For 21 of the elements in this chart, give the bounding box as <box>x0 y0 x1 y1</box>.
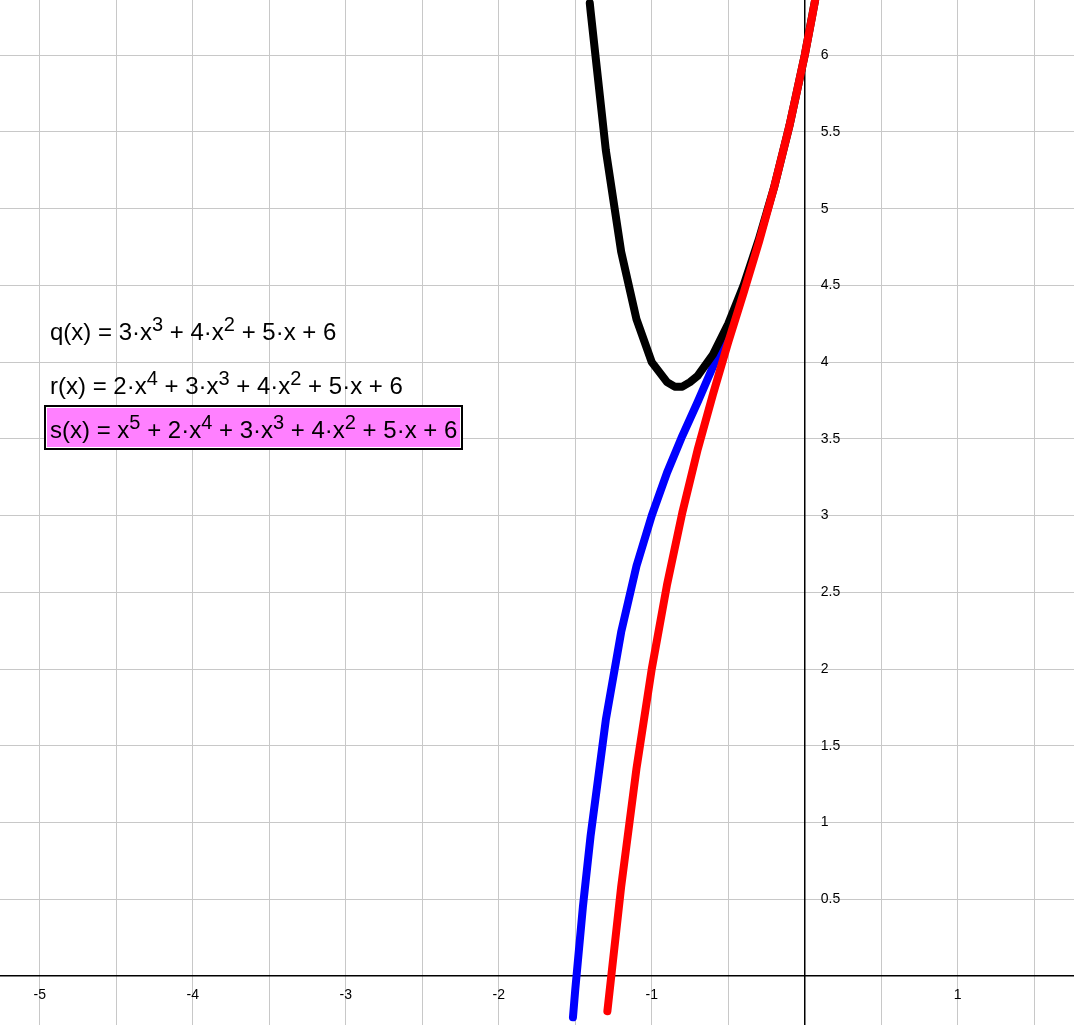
y-tick-label: 1 <box>820 813 829 830</box>
y-tick-label: 0.5 <box>820 890 841 907</box>
annotation: q(x) = 3·x$^{3}$ + 4·x$^{2}$ + 5·x + 6 <box>50 312 337 347</box>
x-tick-label: -1 <box>645 986 659 1003</box>
y-tick-label: 1.5 <box>820 736 841 753</box>
x-tick-label: -5 <box>33 986 47 1003</box>
x-tick-label: -2 <box>492 986 506 1003</box>
x-tick-label: 1 <box>953 986 962 1003</box>
y-tick-label: 4.5 <box>820 276 841 293</box>
text: s(x) = x$^{5}$ + 2·x$^{4}$ + 3·x$^{3}$ + 4·x$^{2}$ + 5·x + 6 <box>50 411 458 443</box>
annotation: r(x) = 2·x$^{4}$ + 3·x$^{3}$ + 4·x$^{2}$ + 5·x + 6 <box>50 366 403 401</box>
y-tick-label: 5.5 <box>820 122 841 139</box>
y-tick-label: 6 <box>820 46 829 63</box>
y-tick-label: 2.5 <box>820 583 841 600</box>
y-tick-label: 5 <box>820 199 829 216</box>
x-tick-label: -4 <box>186 986 200 1003</box>
x-tick-label: -3 <box>339 986 353 1003</box>
y-tick-label: 3.5 <box>820 429 841 446</box>
y-tick-label: 3 <box>820 506 829 523</box>
y-tick-label: 4 <box>820 352 829 369</box>
y-tick-label: 2 <box>820 659 829 676</box>
